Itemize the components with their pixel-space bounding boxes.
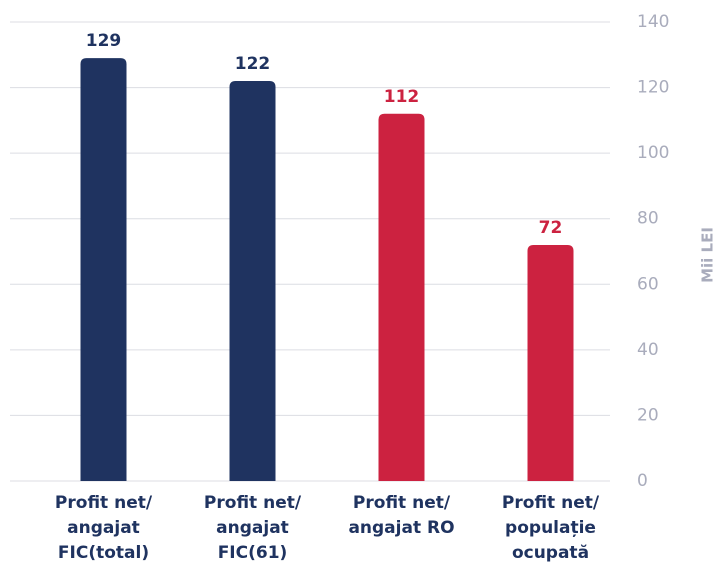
y-tick-label: 20 <box>637 405 659 425</box>
x-tick-label: FIC(61) <box>218 543 288 563</box>
value-label: 129 <box>86 31 122 51</box>
y-tick-label: 40 <box>637 340 659 360</box>
x-tick-label: Profit net/ <box>353 493 451 513</box>
bar <box>378 113 425 482</box>
y-tick-label: 60 <box>637 274 659 294</box>
x-tick-label: Profit net/ <box>55 493 153 513</box>
y-tick-label: 140 <box>637 12 669 32</box>
y-tick-label: 100 <box>637 143 669 163</box>
value-label: 72 <box>539 218 563 238</box>
x-tick-label: angajat <box>216 518 289 538</box>
y-tick-label: 120 <box>637 78 669 98</box>
x-tick-label: populație <box>505 518 596 538</box>
x-tick-label: angajat <box>67 518 140 538</box>
x-tick-label: angajat RO <box>348 518 454 538</box>
value-label: 112 <box>384 87 420 107</box>
bar <box>527 244 574 481</box>
x-tick-label: Profit net/ <box>502 493 600 513</box>
x-tick-label: FIC(total) <box>58 543 149 563</box>
bar <box>229 81 276 481</box>
y-axis-label: Mii LEI <box>699 227 717 283</box>
x-tick-label: ocupată <box>512 543 589 563</box>
x-tick-label: Profit net/ <box>204 493 302 513</box>
y-tick-label: 80 <box>637 209 659 229</box>
y-tick-label: 0 <box>637 471 648 491</box>
value-label: 122 <box>235 54 271 74</box>
bar <box>80 58 127 482</box>
